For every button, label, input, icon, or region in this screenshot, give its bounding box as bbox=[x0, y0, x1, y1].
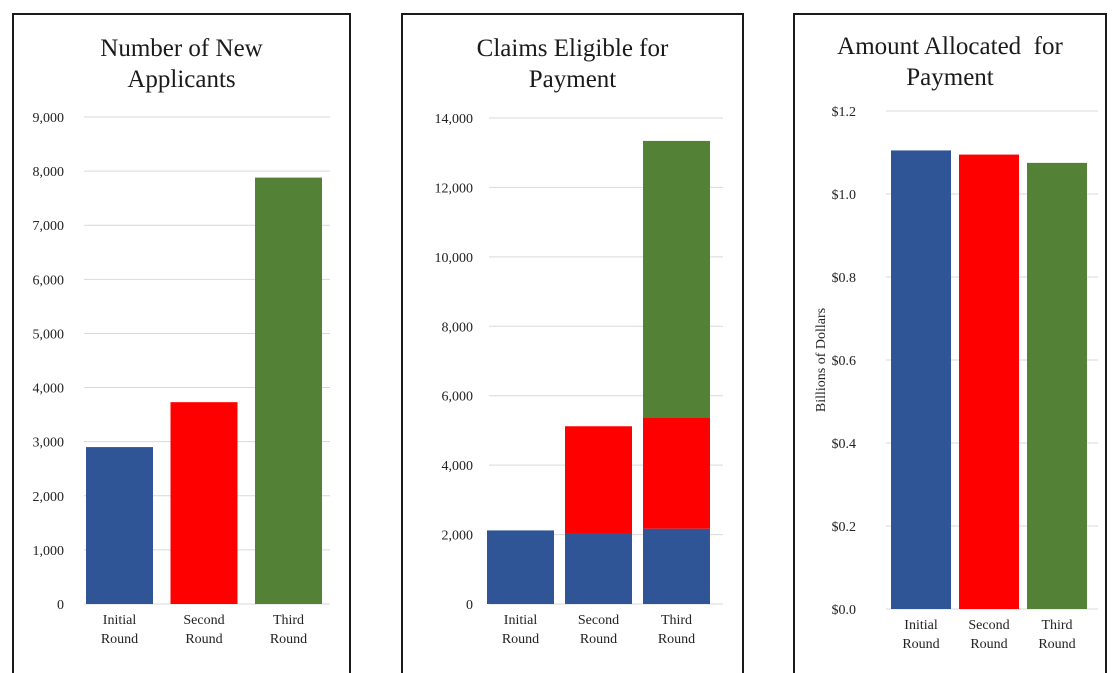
x-tick-label: Round bbox=[185, 632, 222, 647]
x-tick-label: Round bbox=[101, 632, 138, 647]
y-tick-label: $1.2 bbox=[832, 105, 857, 120]
bar bbox=[1027, 162, 1087, 609]
bar bbox=[86, 447, 153, 604]
y-tick-label: 3,000 bbox=[33, 436, 65, 451]
y-tick-label: 10,000 bbox=[435, 251, 474, 266]
bar-segment bbox=[643, 417, 710, 529]
y-tick-label: 6,000 bbox=[33, 273, 65, 288]
chart-title: Number of New Applicants bbox=[14, 33, 349, 95]
y-tick-label: 14,000 bbox=[435, 112, 474, 127]
y-tick-label: 5,000 bbox=[33, 327, 65, 342]
x-tick-label: Round bbox=[580, 632, 617, 647]
chart-plot-amount-allocated: $0.0 $0.2 $0.4 $0.6 $0.8 $1.0 $1.2 Initial Round… bbox=[814, 105, 1098, 652]
x-tick-label: Round bbox=[502, 632, 539, 647]
bar-segment bbox=[565, 533, 632, 604]
x-tick-label: Initial bbox=[103, 613, 137, 628]
chart-panel-new-applicants: Number of New Applicants 0 1,000 2,000 3,00… bbox=[12, 13, 351, 673]
chart-plot-claims-eligible: 0 2,000 4,000 6,000 8,000 10,000 12,000 14,000 I… bbox=[435, 112, 723, 647]
x-tick-label: Round bbox=[902, 637, 939, 652]
bar-segment bbox=[643, 140, 710, 418]
bar-segment bbox=[487, 530, 554, 604]
x-tick-label: Third bbox=[1041, 618, 1072, 633]
chart-title-line-1: Number of New bbox=[100, 35, 263, 62]
x-tick-label: Second bbox=[968, 618, 1009, 633]
x-tick-label: Round bbox=[1038, 637, 1075, 652]
x-tick-label: Initial bbox=[904, 618, 938, 633]
chart-title-line-1: Claims Eligible for bbox=[476, 35, 669, 62]
bar bbox=[170, 402, 238, 604]
x-tick-label: Round bbox=[270, 632, 307, 647]
chart-title: Claims Eligible for Payment bbox=[403, 33, 742, 95]
chart-title: Amount Allocated for Payment bbox=[795, 31, 1105, 93]
y-tick-label: $0.0 bbox=[832, 603, 857, 618]
bar-segment bbox=[643, 528, 710, 604]
x-tick-label: Third bbox=[273, 613, 304, 628]
y-tick-label: 9,000 bbox=[33, 111, 65, 126]
x-tick-label: Second bbox=[578, 613, 619, 628]
x-tick-label: Third bbox=[661, 613, 692, 628]
y-tick-label: 12,000 bbox=[435, 181, 474, 196]
y-tick-label: 8,000 bbox=[442, 320, 474, 335]
x-tick-label: Initial bbox=[504, 613, 538, 628]
chart-title-line-1: Amount Allocated for bbox=[837, 33, 1063, 60]
bar bbox=[891, 150, 951, 610]
y-tick-label: $0.8 bbox=[832, 271, 857, 286]
chart-title-line-2: Payment bbox=[906, 64, 994, 91]
x-tick-label: Round bbox=[970, 637, 1007, 652]
chart-title-line-2: Payment bbox=[528, 66, 617, 93]
x-tick-label: Second bbox=[183, 613, 224, 628]
y-tick-label: 8,000 bbox=[33, 165, 65, 180]
y-tick-label: 0 bbox=[466, 598, 473, 613]
y-tick-label: 4,000 bbox=[33, 382, 65, 397]
y-tick-label: $0.6 bbox=[832, 354, 857, 369]
y-tick-label: $0.2 bbox=[832, 520, 857, 535]
y-axis-title: Billions of Dollars bbox=[814, 308, 829, 412]
y-tick-label: 4,000 bbox=[442, 459, 474, 474]
y-tick-label: $1.0 bbox=[832, 188, 857, 203]
chart-panel-claims-eligible: Claims Eligible for Payment 0 2,000 4,000 6… bbox=[401, 13, 744, 673]
bar-segment bbox=[565, 426, 632, 534]
chart-panel-amount-allocated: Amount Allocated for Payment $0.0 $0.2 $0.… bbox=[793, 13, 1107, 673]
y-tick-label: 0 bbox=[57, 598, 64, 613]
chart-title-line-2: Applicants bbox=[127, 66, 236, 93]
y-tick-label: $0.4 bbox=[832, 437, 857, 452]
bar bbox=[959, 154, 1019, 609]
y-tick-label: 6,000 bbox=[442, 390, 474, 405]
y-tick-label: 1,000 bbox=[33, 544, 65, 559]
y-tick-label: 7,000 bbox=[33, 219, 65, 234]
y-tick-label: 2,000 bbox=[33, 490, 65, 505]
x-tick-label: Round bbox=[658, 632, 695, 647]
chart-plot-new-applicants: 0 1,000 2,000 3,000 4,000 5,000 6,000 7,000 8,00… bbox=[33, 111, 330, 647]
y-tick-label: 2,000 bbox=[442, 529, 474, 544]
bar bbox=[255, 177, 322, 605]
